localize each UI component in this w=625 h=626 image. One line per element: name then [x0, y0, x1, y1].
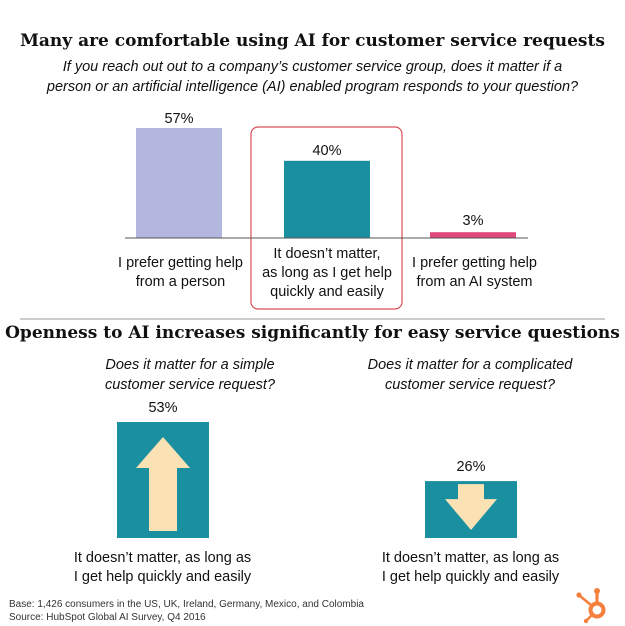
bar-1	[136, 128, 222, 238]
category-3-label: I prefer getting help from an AI system	[392, 254, 557, 292]
category-2-line-1: It doesn’t matter,	[273, 246, 381, 262]
simple-question-line-2: customer service request?	[104, 377, 276, 393]
footnote: Base: 1,426 consumers in the US, UK, Ire…	[9, 598, 364, 624]
bar-3	[430, 232, 516, 238]
simple-value-label: 53%	[148, 400, 178, 416]
complicated-answer-line-1: It doesn’t matter, as long as	[381, 550, 560, 566]
arrow-down-icon	[445, 484, 497, 530]
bar-2	[284, 160, 370, 238]
complicated-question-line-1: Does it matter for a complicated	[367, 357, 573, 373]
complicated-request-question: Does it matter for a complicated custome…	[345, 355, 595, 395]
subtitle-line-2: person or an artificial intelligence (AI…	[46, 79, 579, 95]
footnote-source: Source: HubSpot Global AI Survey, Q4 201…	[9, 612, 206, 623]
category-2-label: It doesn’t matter, as long as I get help…	[252, 245, 402, 302]
highlight-box	[250, 126, 403, 310]
simple-answer-line-1: It doesn’t matter, as long as	[73, 550, 252, 566]
simple-question-line-1: Does it matter for a simple	[105, 357, 275, 373]
complicated-answer-line-2: I get help quickly and easily	[381, 569, 560, 585]
simple-request-question: Does it matter for a simple customer ser…	[70, 355, 310, 395]
bar-2-value-label: 40%	[312, 143, 342, 159]
category-3-line-1: I prefer getting help	[412, 255, 537, 271]
category-1-label: I prefer getting help from a person	[98, 254, 263, 292]
chart-title: Many are comfortable using AI for custom…	[20, 31, 605, 51]
footnote-base: Base: 1,426 consumers in the US, UK, Ire…	[9, 599, 364, 610]
complicated-answer-label: It doesn’t matter, as long as I get help…	[348, 549, 593, 587]
section-2-title: Openness to AI increases significantly f…	[5, 323, 620, 343]
simple-answer-line-2: I get help quickly and easily	[73, 569, 252, 585]
simple-answer-label: It doesn’t matter, as long as I get help…	[40, 549, 285, 587]
complicated-value-label: 26%	[456, 459, 486, 475]
subtitle-line-1: If you reach out out to a company’s cust…	[62, 59, 563, 75]
category-3-line-2: from an AI system	[416, 274, 533, 290]
category-1-line-2: from a person	[135, 274, 226, 290]
bar-3-value-label: 3%	[462, 213, 484, 229]
chart-subtitle: If you reach out out to a company’s cust…	[0, 57, 625, 97]
category-2-line-3: quickly and easily	[270, 284, 384, 300]
bar-1-value-label: 57%	[164, 111, 194, 127]
category-1-line-1: I prefer getting help	[118, 255, 243, 271]
arrow-up-icon	[136, 437, 190, 531]
category-2-line-2: as long as I get help	[262, 265, 392, 281]
complicated-question-line-2: customer service request?	[384, 377, 556, 393]
